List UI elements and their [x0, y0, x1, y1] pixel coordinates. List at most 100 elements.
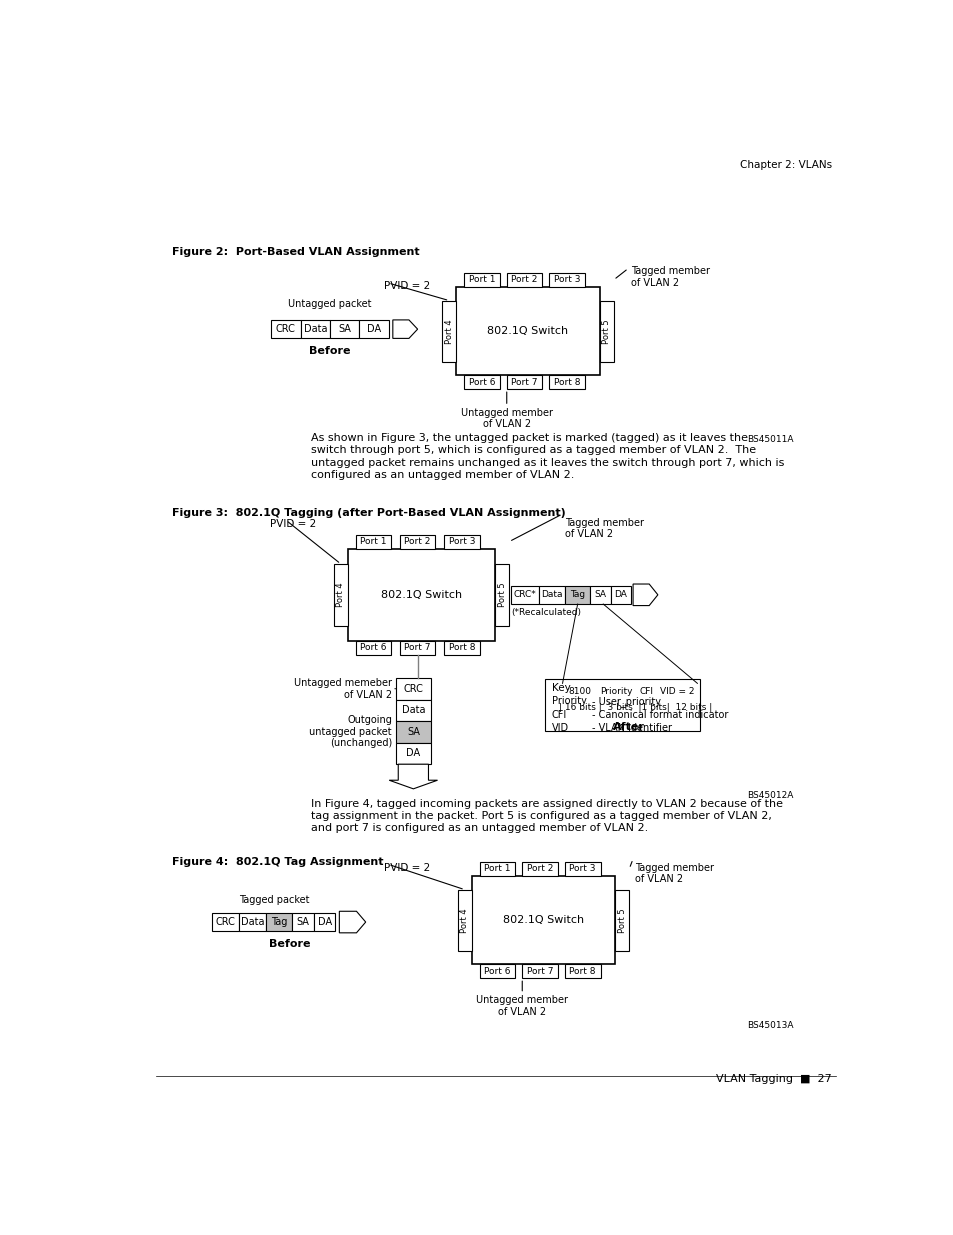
Text: Tagged member
of VLAN 2: Tagged member of VLAN 2 — [630, 266, 709, 288]
Bar — [564, 862, 599, 876]
Bar — [212, 913, 239, 931]
Bar — [610, 585, 630, 604]
Text: SA: SA — [338, 324, 351, 335]
Text: Port 1: Port 1 — [468, 275, 495, 284]
Bar — [495, 564, 509, 626]
Text: Chapter 2: VLANs: Chapter 2: VLANs — [740, 159, 831, 169]
Bar — [456, 287, 599, 375]
Text: Untagged memeber
of VLAN 2: Untagged memeber of VLAN 2 — [294, 678, 392, 699]
Text: Port 8: Port 8 — [569, 967, 596, 976]
Bar — [395, 721, 431, 742]
Bar — [334, 564, 348, 626]
Text: CRC: CRC — [403, 684, 423, 694]
Bar — [506, 273, 542, 287]
Text: tag assignment in the packet. Port 5 is configured as a tagged member of VLAN 2,: tag assignment in the packet. Port 5 is … — [311, 811, 771, 821]
Text: - User_priority: - User_priority — [592, 695, 660, 706]
Text: Figure 2:  Port-Based VLAN Assignment: Figure 2: Port-Based VLAN Assignment — [172, 247, 419, 257]
Text: CRC: CRC — [275, 324, 295, 335]
Bar — [521, 965, 558, 978]
Text: Figure 4:  802.1Q Tag Assignment: Figure 4: 802.1Q Tag Assignment — [172, 857, 383, 867]
Text: | 16 bits |  3 bits  |1 bits|  12 bits |: | 16 bits | 3 bits |1 bits| 12 bits | — [558, 704, 712, 713]
Text: SA: SA — [296, 918, 309, 927]
Text: DA: DA — [367, 324, 381, 335]
Text: PVID = 2: PVID = 2 — [384, 863, 430, 873]
Text: PVID = 2: PVID = 2 — [270, 519, 316, 529]
Text: VID: VID — [551, 724, 568, 734]
Text: CFI: CFI — [551, 710, 566, 720]
Text: Tagged packet: Tagged packet — [238, 895, 309, 905]
Text: BS45012A: BS45012A — [746, 792, 793, 800]
Text: Port 3: Port 3 — [569, 864, 596, 873]
Text: Priority: Priority — [599, 688, 632, 697]
Text: switch through port 5, which is configured as a tagged member of VLAN 2.  The: switch through port 5, which is configur… — [311, 446, 755, 456]
Text: Port 6: Port 6 — [468, 378, 495, 387]
Text: Untagged member
of VLAN 2: Untagged member of VLAN 2 — [476, 995, 568, 1016]
Bar — [443, 641, 479, 655]
Bar — [635, 683, 657, 700]
Bar — [615, 889, 629, 951]
Text: Port 8: Port 8 — [554, 378, 579, 387]
Bar — [549, 375, 584, 389]
Text: Port 6: Port 6 — [360, 643, 386, 652]
Text: Port 5: Port 5 — [618, 908, 626, 932]
Text: Port 7: Port 7 — [526, 967, 553, 976]
Bar — [266, 913, 292, 931]
Text: Port 2: Port 2 — [526, 864, 553, 873]
Bar — [399, 641, 435, 655]
Bar — [564, 965, 599, 978]
Text: 802.1Q Switch: 802.1Q Switch — [487, 326, 568, 336]
Text: SA: SA — [594, 590, 606, 599]
Text: Untagged packet: Untagged packet — [288, 299, 372, 309]
Text: Data: Data — [303, 324, 327, 335]
Text: CRC: CRC — [215, 918, 235, 927]
Text: Port 4: Port 4 — [336, 583, 345, 608]
Text: Port 3: Port 3 — [554, 275, 579, 284]
Text: Priority: Priority — [551, 695, 586, 705]
Text: untagged packet remains unchanged as it leaves the switch through port 7, which : untagged packet remains unchanged as it … — [311, 458, 783, 468]
Bar — [348, 548, 495, 641]
Bar — [442, 300, 456, 362]
Text: and port 7 is configured as an untagged member of VLAN 2.: and port 7 is configured as an untagged … — [311, 824, 647, 834]
Text: - Canonical format indicator: - Canonical format indicator — [592, 710, 727, 720]
Text: Port 3: Port 3 — [448, 537, 475, 546]
Text: Port 2: Port 2 — [511, 275, 537, 284]
Bar — [472, 876, 615, 965]
Text: Port 7: Port 7 — [511, 378, 537, 387]
Text: Tag: Tag — [271, 918, 287, 927]
Bar — [599, 300, 613, 362]
Text: Tagged member
of VLAN 2: Tagged member of VLAN 2 — [564, 517, 643, 540]
Text: Before: Before — [269, 939, 310, 948]
Bar — [545, 679, 700, 731]
Text: Port 1: Port 1 — [484, 864, 510, 873]
Text: CFI: CFI — [639, 688, 653, 697]
Bar — [479, 965, 515, 978]
Polygon shape — [633, 584, 658, 605]
Text: SA: SA — [407, 727, 419, 737]
Text: Outgoing
untagged packet
(unchanged): Outgoing untagged packet (unchanged) — [309, 715, 392, 748]
Bar — [464, 375, 499, 389]
Bar — [300, 320, 330, 338]
Bar — [395, 678, 431, 699]
Bar — [271, 320, 300, 338]
Text: BS45011A: BS45011A — [746, 436, 793, 445]
Bar — [355, 535, 391, 548]
Text: configured as an untagged member of VLAN 2.: configured as an untagged member of VLAN… — [311, 471, 574, 480]
Bar — [239, 913, 266, 931]
Text: Port 5: Port 5 — [601, 319, 611, 343]
Text: CRC*: CRC* — [514, 590, 537, 599]
Bar — [395, 699, 431, 721]
Text: Port 4: Port 4 — [460, 908, 469, 932]
Bar — [395, 742, 431, 764]
Text: Tagged member
of VLAN 2: Tagged member of VLAN 2 — [634, 863, 713, 884]
Text: Port 2: Port 2 — [404, 537, 431, 546]
Bar — [457, 889, 472, 951]
Bar — [657, 683, 697, 700]
Text: Port 5: Port 5 — [497, 583, 506, 608]
Text: (*Recalculated): (*Recalculated) — [511, 608, 580, 618]
Text: Figure 3:  802.1Q Tagging (after Port-Based VLAN Assignment): Figure 3: 802.1Q Tagging (after Port-Bas… — [172, 508, 565, 517]
Text: 8100: 8100 — [567, 688, 591, 697]
Bar — [355, 641, 391, 655]
Bar — [596, 683, 635, 700]
Bar — [506, 375, 542, 389]
Text: 802.1Q Switch: 802.1Q Switch — [380, 590, 461, 600]
